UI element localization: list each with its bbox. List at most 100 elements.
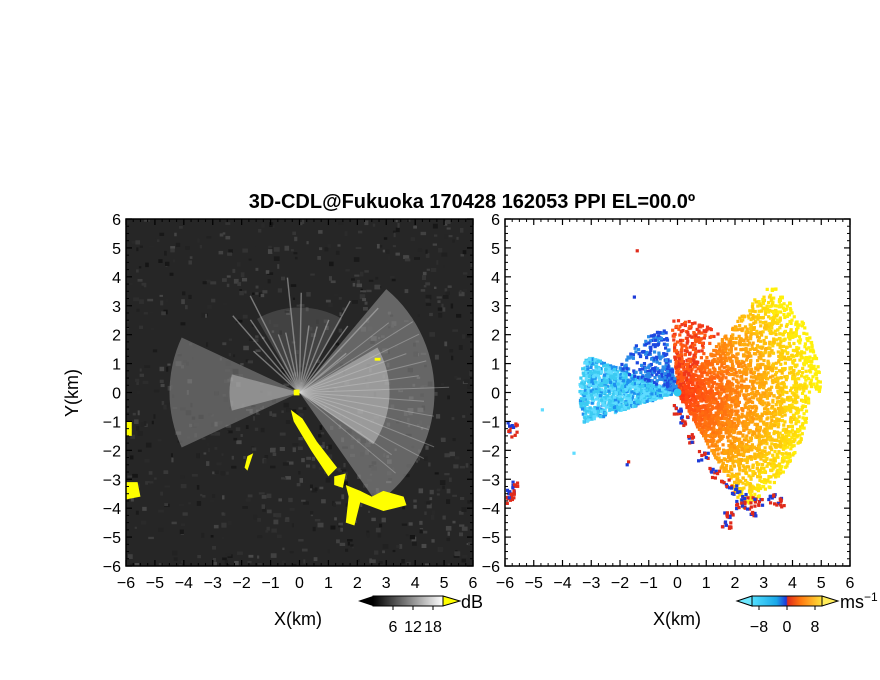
velocity-pixel xyxy=(759,457,763,461)
velocity-pixel xyxy=(728,457,732,461)
velocity-pixel xyxy=(747,316,751,320)
velocity-pixel xyxy=(627,400,632,404)
velocity-pixel xyxy=(583,408,587,412)
velocity-pixel xyxy=(809,384,814,389)
velocity-pixel xyxy=(712,348,716,353)
noise-pixel xyxy=(302,365,309,368)
velocity-pixel xyxy=(802,426,806,430)
velocity-pixel xyxy=(700,409,705,413)
velocity-pixel xyxy=(605,388,609,392)
velocity-pixel xyxy=(768,340,772,344)
noise-pixel xyxy=(134,526,137,529)
velocity-pixel xyxy=(705,361,710,366)
velocity-pixel xyxy=(755,344,759,348)
velocity-pixel xyxy=(720,340,724,344)
velocity-pixel xyxy=(750,455,754,459)
velocity-pixel xyxy=(762,401,767,405)
noise-pixel xyxy=(424,456,428,462)
noise-pixel xyxy=(364,301,368,305)
velocity-pixel xyxy=(592,362,596,366)
echo-ray xyxy=(298,300,351,393)
velocity-pixel xyxy=(735,477,739,481)
velocity-pixel xyxy=(778,332,782,336)
velocity-pixel xyxy=(737,464,741,468)
velocity-pixel xyxy=(775,312,780,316)
noise-pixel xyxy=(459,496,465,500)
velocity-pixel xyxy=(717,432,721,436)
velocity-pixel xyxy=(778,441,783,445)
noise-pixel xyxy=(369,558,372,564)
noise-pixel xyxy=(299,478,303,483)
velocity-pixel xyxy=(789,366,794,370)
noise-pixel xyxy=(231,465,237,469)
noise-pixel xyxy=(446,499,451,504)
velocity-pixel xyxy=(808,349,813,353)
velocity-pixel xyxy=(806,400,811,404)
velocity-pixel xyxy=(780,389,784,394)
noise-pixel xyxy=(463,288,468,293)
velocity-pixel xyxy=(615,374,620,379)
noise-pixel xyxy=(308,359,313,364)
noise-pixel xyxy=(262,287,265,292)
noise-pixel xyxy=(286,408,292,413)
velocity-pixel xyxy=(695,327,699,332)
velocity-pixel xyxy=(751,382,755,387)
velocity-pixel xyxy=(780,349,784,354)
noise-pixel xyxy=(205,313,208,318)
velocity-pixel xyxy=(704,391,708,395)
noise-pixel xyxy=(413,504,417,509)
velocity-pixel xyxy=(744,436,748,440)
velocity-pixel xyxy=(678,379,682,383)
velocity-pixel xyxy=(697,392,702,396)
velocity-pixel xyxy=(751,498,755,502)
velocity-pixel xyxy=(673,349,677,353)
velocity-pixel xyxy=(736,431,740,435)
velocity-pixel xyxy=(794,407,799,411)
velocity-pixel xyxy=(735,391,739,395)
velocity-pixel xyxy=(805,384,809,388)
velocity-pixel xyxy=(735,374,739,378)
velocity-pixel xyxy=(674,324,678,329)
intensity-colorbar: 6 12 18 dB xyxy=(358,592,483,636)
velocity-pixel xyxy=(784,378,788,382)
noise-pixel xyxy=(273,256,280,262)
velocity-pixel xyxy=(685,405,689,409)
noise-pixel xyxy=(270,553,277,558)
noise-pixel xyxy=(392,549,396,553)
noise-pixel xyxy=(432,243,438,246)
velocity-pixel xyxy=(782,385,786,389)
noise-pixel xyxy=(431,514,435,520)
velocity-pixel xyxy=(796,371,800,375)
velocity-pixel xyxy=(741,408,745,413)
velocity-pixel xyxy=(744,330,748,334)
velocity-pixel xyxy=(746,422,750,426)
velocity-pixel xyxy=(734,454,738,459)
velocity-pixel xyxy=(719,407,723,411)
velocity-pixel xyxy=(765,412,769,416)
noise-pixel xyxy=(150,327,155,331)
velocity-pixel xyxy=(688,360,693,364)
velocity-pixel xyxy=(804,356,808,360)
noise-pixel xyxy=(134,419,139,424)
velocity-pixel xyxy=(757,398,761,402)
velocity-pixel xyxy=(757,392,761,396)
noise-pixel xyxy=(149,311,154,314)
velocity-pixel xyxy=(719,350,723,354)
noise-pixel xyxy=(135,378,140,382)
velocity-pixel xyxy=(699,382,703,386)
velocity-pixel xyxy=(782,338,786,342)
noise-pixel xyxy=(214,432,221,436)
velocity-pixel xyxy=(716,448,720,452)
velocity-pixel xyxy=(724,422,728,427)
velocity-pixel xyxy=(759,324,763,328)
velocity-pixel xyxy=(730,448,734,453)
velocity-pixel xyxy=(761,484,765,489)
velocity-pixel xyxy=(688,364,693,369)
velocity-pixel xyxy=(760,381,764,385)
velocity-pixel xyxy=(784,409,788,413)
velocity-pixel xyxy=(617,379,621,383)
noise-pixel xyxy=(143,420,147,426)
intensity-x-ticks: −6 −5 −4 −3 −2 −1 0 1 2 3 4 5 6 xyxy=(117,219,478,592)
velocity-pixel xyxy=(592,417,596,421)
velocity-pixel xyxy=(743,445,747,449)
